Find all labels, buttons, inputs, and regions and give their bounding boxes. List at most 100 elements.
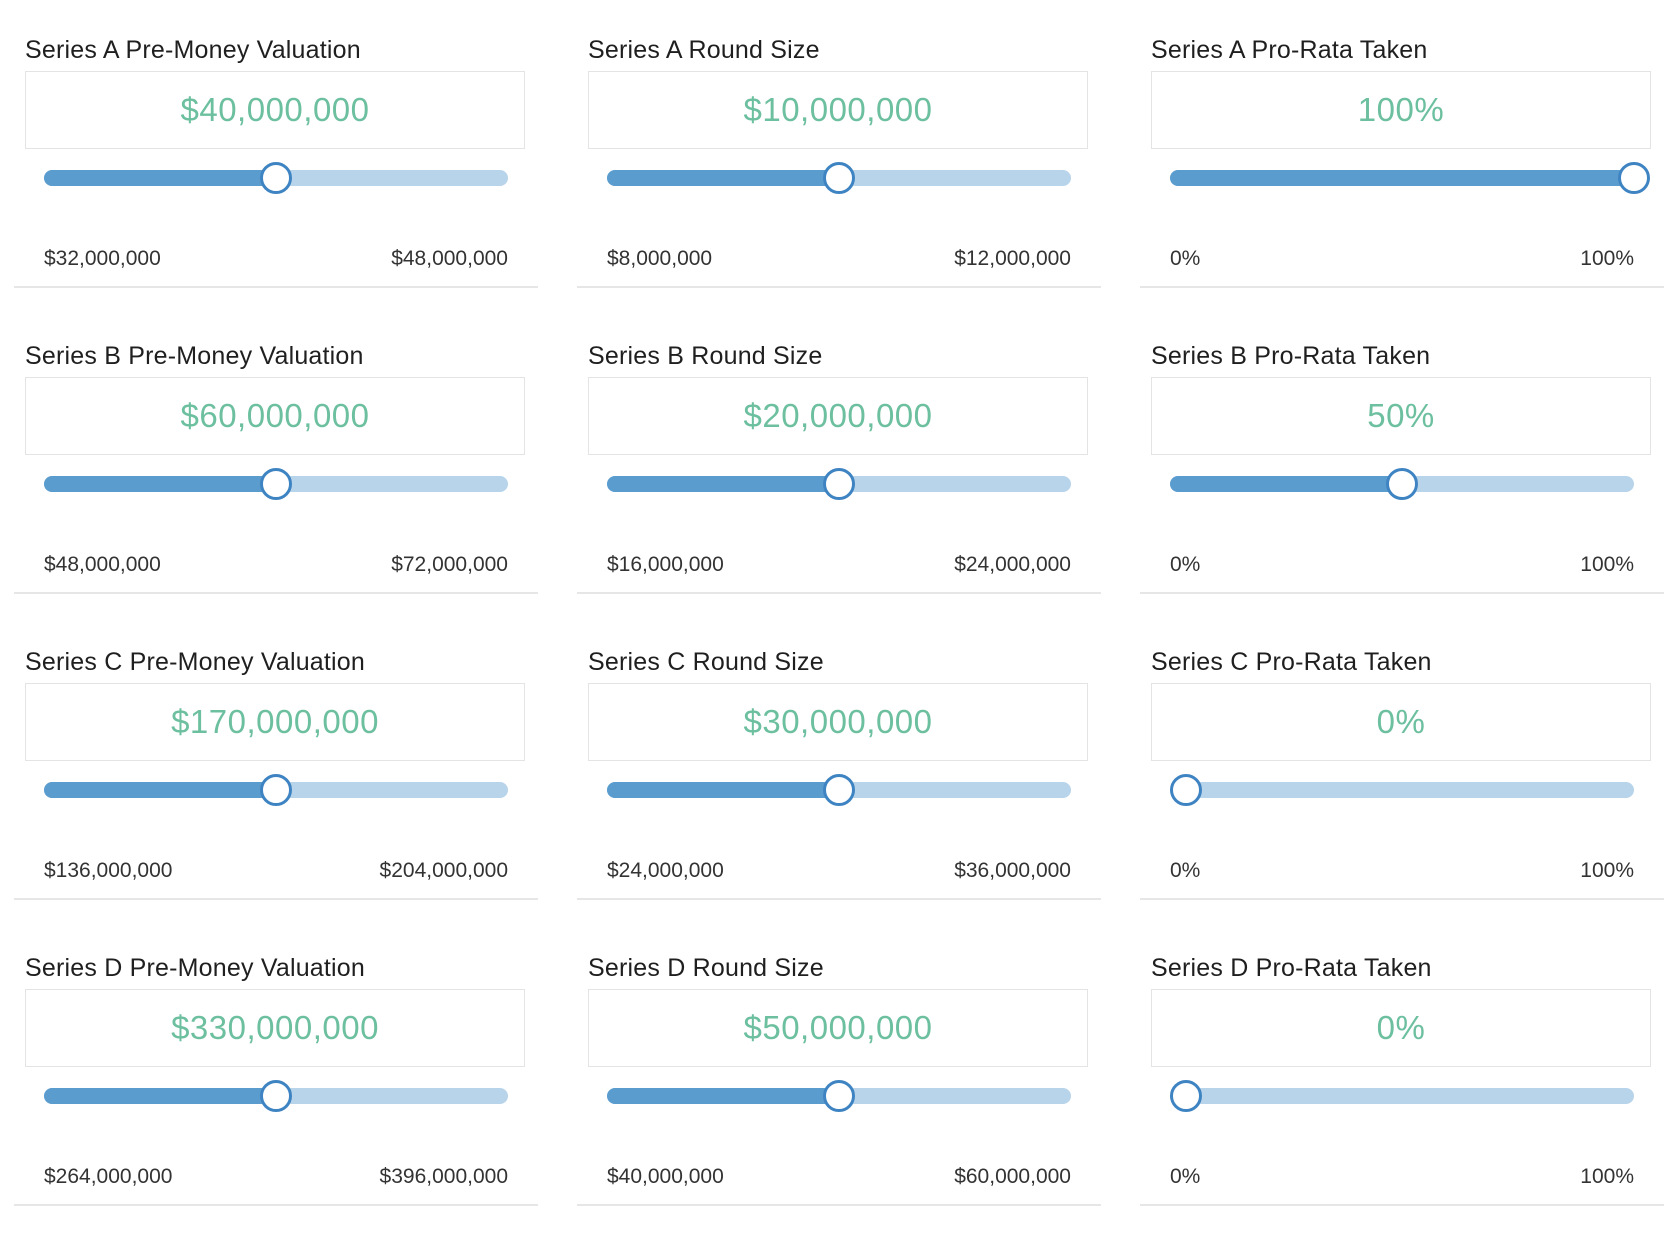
slider-value-display[interactable]: $60,000,000 bbox=[25, 377, 525, 455]
slider-min-label: $264,000,000 bbox=[44, 1165, 173, 1188]
slider-value-display[interactable]: 0% bbox=[1151, 683, 1651, 761]
range-slider[interactable] bbox=[607, 466, 1071, 502]
slider-thumb[interactable] bbox=[1618, 162, 1650, 194]
slider-label: Series D Round Size bbox=[588, 954, 824, 982]
slider-label: Series C Round Size bbox=[588, 648, 824, 676]
slider-thumb[interactable] bbox=[823, 774, 855, 806]
divider bbox=[577, 592, 1101, 594]
divider bbox=[577, 898, 1101, 900]
slider-value-display[interactable]: $10,000,000 bbox=[588, 71, 1088, 149]
slider-value-display[interactable]: $20,000,000 bbox=[588, 377, 1088, 455]
slider-max-label: $24,000,000 bbox=[954, 553, 1071, 576]
range-slider[interactable] bbox=[44, 160, 508, 196]
slider-thumb[interactable] bbox=[1386, 468, 1418, 500]
range-slider[interactable] bbox=[607, 1078, 1071, 1114]
slider-label: Series C Pre-Money Valuation bbox=[25, 648, 366, 676]
slider-min-label: $48,000,000 bbox=[44, 553, 161, 576]
slider-thumb[interactable] bbox=[1170, 1080, 1202, 1112]
slider-track[interactable] bbox=[1170, 782, 1634, 798]
slider-value-display[interactable]: $30,000,000 bbox=[588, 683, 1088, 761]
slider-value-display[interactable]: 100% bbox=[1151, 71, 1651, 149]
slider-thumb[interactable] bbox=[823, 468, 855, 500]
slider-max-label: $36,000,000 bbox=[954, 859, 1071, 882]
range-slider[interactable] bbox=[607, 160, 1071, 196]
slider-max-label: $12,000,000 bbox=[954, 247, 1071, 270]
divider bbox=[1140, 286, 1664, 288]
divider bbox=[1140, 592, 1664, 594]
slider-control: Series C Round Size $30,000,000 $24,000,… bbox=[577, 642, 1101, 948]
slider-track-fill bbox=[44, 1088, 276, 1104]
slider-thumb[interactable] bbox=[260, 1080, 292, 1112]
slider-control: Series D Pre-Money Valuation $330,000,00… bbox=[14, 948, 538, 1254]
slider-track-fill bbox=[607, 1088, 839, 1104]
slider-max-label: $48,000,000 bbox=[391, 247, 508, 270]
slider-track-fill bbox=[44, 476, 276, 492]
slider-thumb[interactable] bbox=[1170, 774, 1202, 806]
slider-max-label: 100% bbox=[1580, 247, 1634, 270]
slider-min-label: $40,000,000 bbox=[607, 1165, 724, 1188]
slider-value-display[interactable]: $330,000,000 bbox=[25, 989, 525, 1067]
slider-min-label: $24,000,000 bbox=[607, 859, 724, 882]
divider bbox=[1140, 1204, 1664, 1206]
slider-thumb[interactable] bbox=[260, 468, 292, 500]
slider-control: Series C Pre-Money Valuation $170,000,00… bbox=[14, 642, 538, 948]
slider-track-fill bbox=[44, 170, 276, 186]
divider bbox=[577, 286, 1101, 288]
slider-max-label: 100% bbox=[1580, 1165, 1634, 1188]
divider bbox=[1140, 898, 1664, 900]
slider-control: Series A Round Size $10,000,000 $8,000,0… bbox=[577, 30, 1101, 336]
slider-value-display[interactable]: 0% bbox=[1151, 989, 1651, 1067]
slider-control: Series B Round Size $20,000,000 $16,000,… bbox=[577, 336, 1101, 642]
slider-control: Series B Pro-Rata Taken 50% 0% 100% bbox=[1140, 336, 1664, 642]
slider-track-fill bbox=[607, 170, 839, 186]
slider-max-label: 100% bbox=[1580, 553, 1634, 576]
slider-thumb[interactable] bbox=[260, 162, 292, 194]
slider-min-label: $16,000,000 bbox=[607, 553, 724, 576]
slider-label: Series B Pre-Money Valuation bbox=[25, 342, 364, 370]
range-slider[interactable] bbox=[44, 1078, 508, 1114]
slider-value-display[interactable]: 50% bbox=[1151, 377, 1651, 455]
slider-max-label: $396,000,000 bbox=[379, 1165, 508, 1188]
slider-value-display[interactable]: $50,000,000 bbox=[588, 989, 1088, 1067]
range-slider[interactable] bbox=[1170, 466, 1634, 502]
slider-label: Series A Pro-Rata Taken bbox=[1151, 36, 1428, 64]
slider-track-fill bbox=[44, 782, 276, 798]
range-slider[interactable] bbox=[607, 772, 1071, 808]
slider-label: Series A Pre-Money Valuation bbox=[25, 36, 361, 64]
slider-track-fill bbox=[607, 476, 839, 492]
range-slider[interactable] bbox=[1170, 1078, 1634, 1114]
divider bbox=[577, 1204, 1101, 1206]
divider bbox=[14, 592, 538, 594]
range-slider[interactable] bbox=[1170, 772, 1634, 808]
slider-value-display[interactable]: $170,000,000 bbox=[25, 683, 525, 761]
slider-thumb[interactable] bbox=[823, 162, 855, 194]
slider-max-label: $60,000,000 bbox=[954, 1165, 1071, 1188]
slider-track-fill bbox=[1170, 476, 1402, 492]
slider-control: Series D Round Size $50,000,000 $40,000,… bbox=[577, 948, 1101, 1254]
slider-label: Series C Pro-Rata Taken bbox=[1151, 648, 1432, 676]
slider-min-label: 0% bbox=[1170, 247, 1201, 270]
slider-control: Series D Pro-Rata Taken 0% 0% 100% bbox=[1140, 948, 1664, 1254]
slider-control: Series C Pro-Rata Taken 0% 0% 100% bbox=[1140, 642, 1664, 948]
slider-track-fill bbox=[607, 782, 839, 798]
slider-min-label: 0% bbox=[1170, 859, 1201, 882]
slider-label: Series D Pre-Money Valuation bbox=[25, 954, 366, 982]
slider-value-display[interactable]: $40,000,000 bbox=[25, 71, 525, 149]
slider-min-label: $32,000,000 bbox=[44, 247, 161, 270]
slider-control: Series A Pre-Money Valuation $40,000,000… bbox=[14, 30, 538, 336]
slider-thumb[interactable] bbox=[260, 774, 292, 806]
slider-control: Series B Pre-Money Valuation $60,000,000… bbox=[14, 336, 538, 642]
slider-min-label: $136,000,000 bbox=[44, 859, 173, 882]
slider-label: Series B Pro-Rata Taken bbox=[1151, 342, 1431, 370]
slider-thumb[interactable] bbox=[823, 1080, 855, 1112]
divider bbox=[14, 898, 538, 900]
range-slider[interactable] bbox=[44, 466, 508, 502]
slider-control: Series A Pro-Rata Taken 100% 0% 100% bbox=[1140, 30, 1664, 336]
slider-min-label: 0% bbox=[1170, 1165, 1201, 1188]
divider bbox=[14, 286, 538, 288]
slider-track-fill bbox=[1170, 170, 1634, 186]
slider-track[interactable] bbox=[1170, 1088, 1634, 1104]
range-slider[interactable] bbox=[1170, 160, 1650, 196]
range-slider[interactable] bbox=[44, 772, 508, 808]
slider-min-label: 0% bbox=[1170, 553, 1201, 576]
